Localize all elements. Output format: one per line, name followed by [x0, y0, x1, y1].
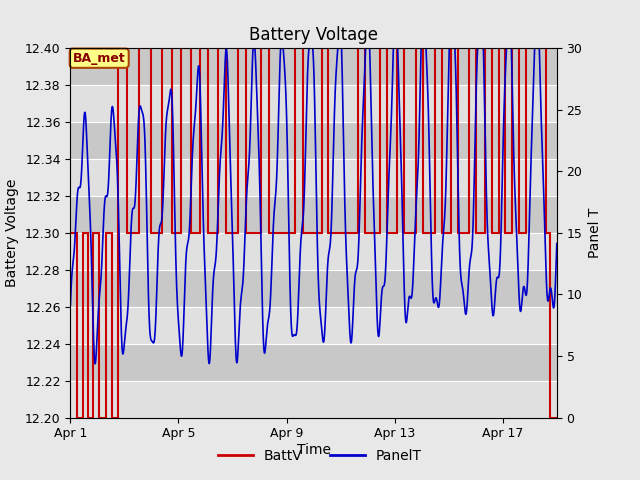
- Bar: [70, 48, 557, 85]
- Bar: [70, 159, 557, 196]
- Legend: BattV, PanelT: BattV, PanelT: [212, 443, 428, 468]
- Title: Battery Voltage: Battery Voltage: [249, 25, 378, 44]
- Y-axis label: Battery Voltage: Battery Voltage: [6, 179, 19, 287]
- Bar: [70, 233, 557, 270]
- Text: BA_met: BA_met: [73, 52, 125, 65]
- Bar: [70, 381, 557, 418]
- Bar: [70, 122, 557, 159]
- Bar: [70, 307, 557, 344]
- Bar: [70, 196, 557, 233]
- Bar: [70, 85, 557, 122]
- X-axis label: Time: Time: [296, 443, 331, 457]
- Bar: [70, 344, 557, 381]
- Y-axis label: Panel T: Panel T: [588, 208, 602, 258]
- Bar: [70, 270, 557, 307]
